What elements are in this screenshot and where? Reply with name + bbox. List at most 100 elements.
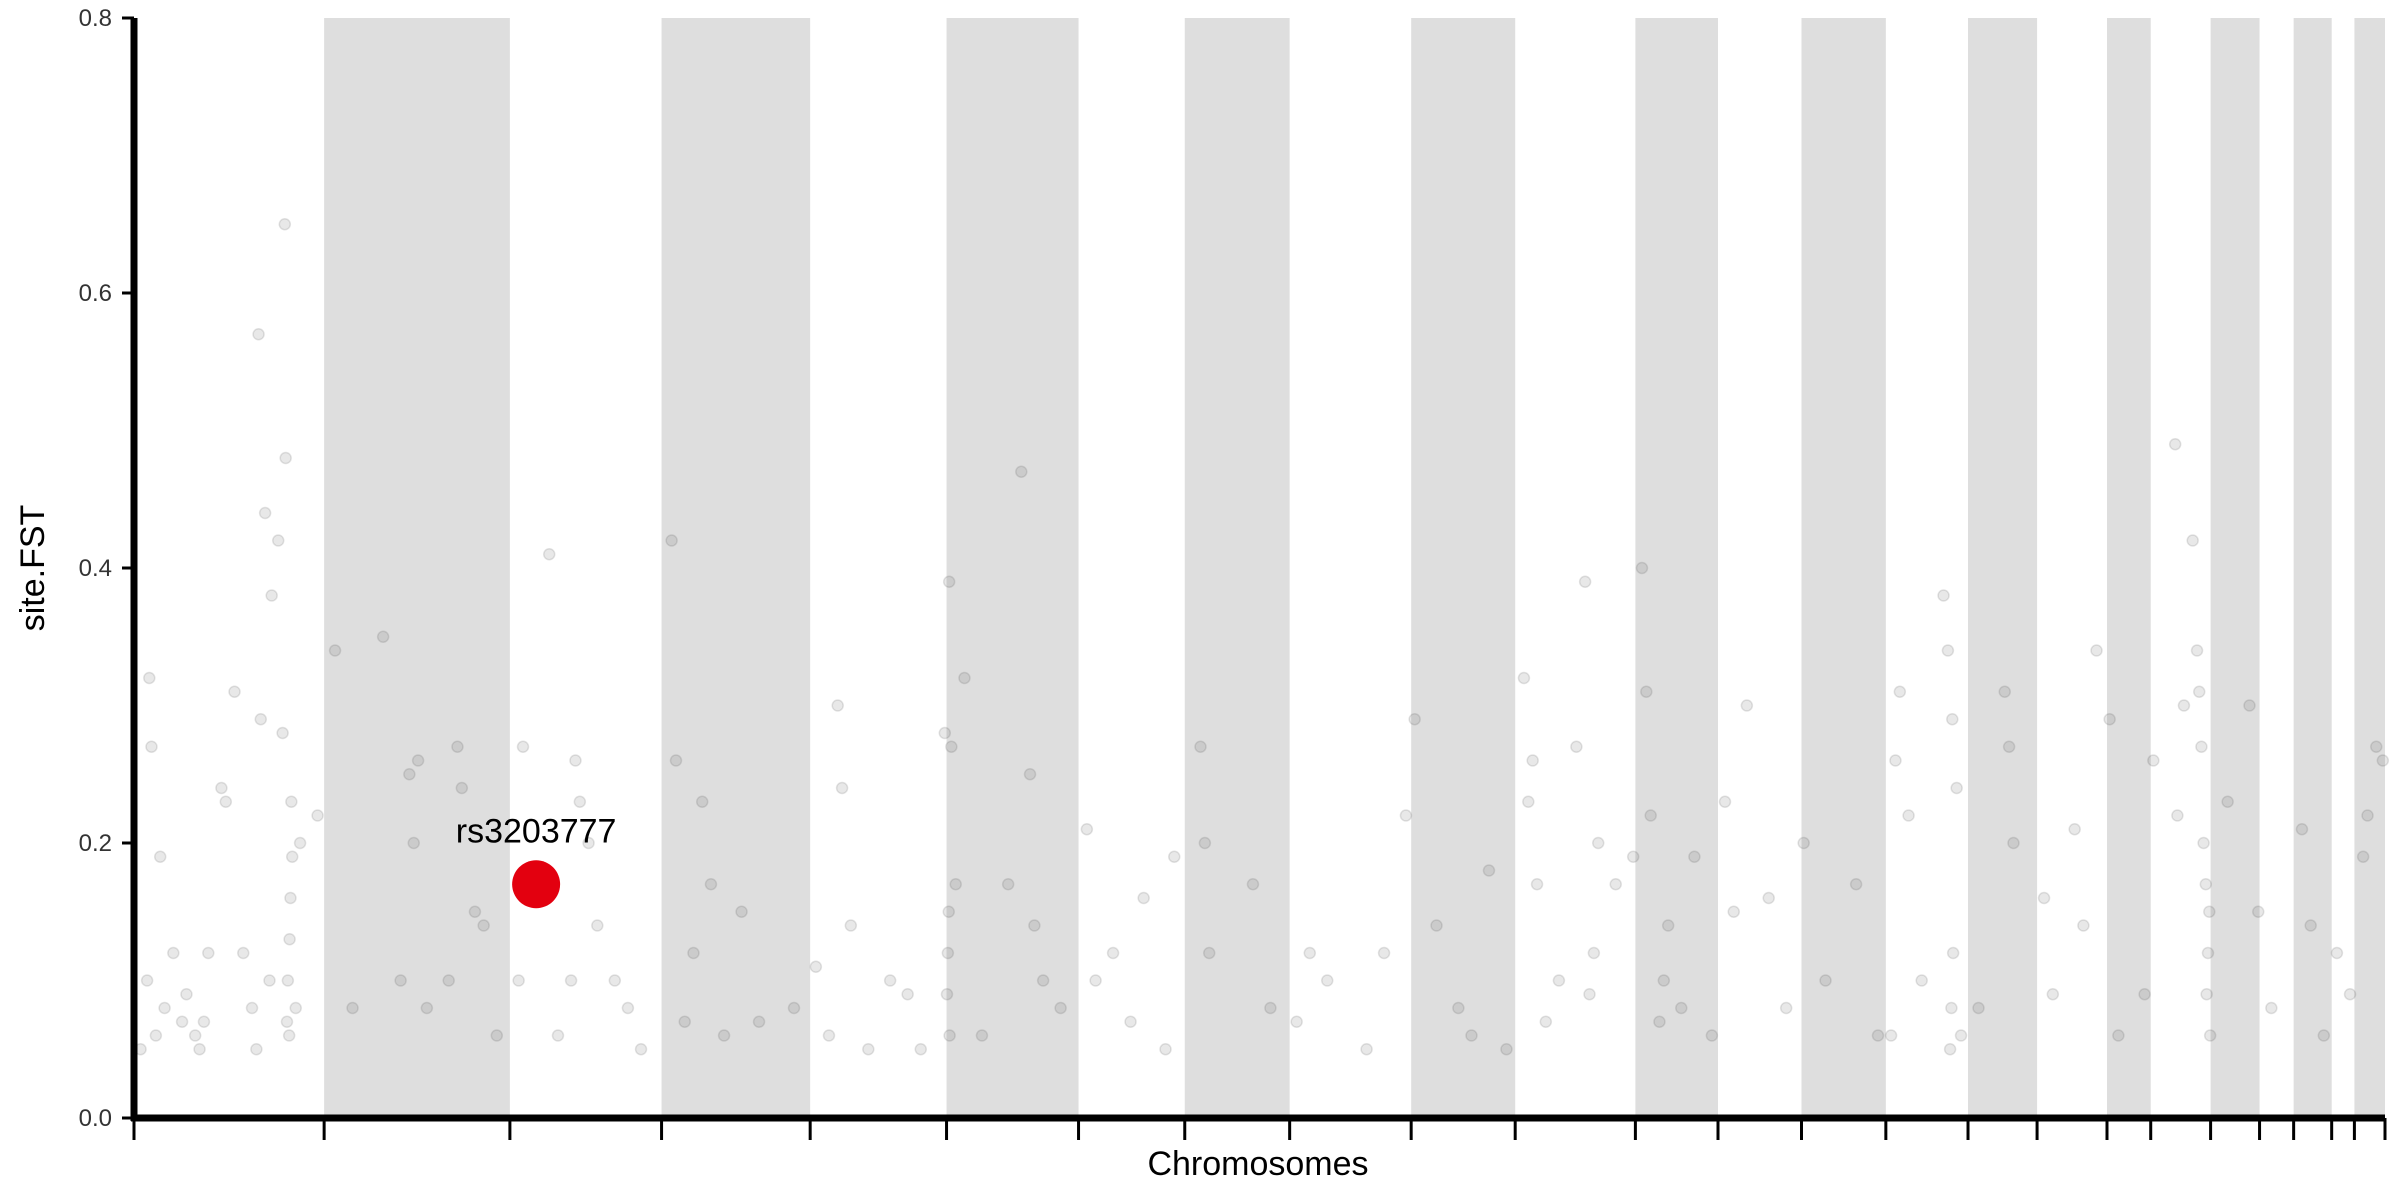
snp-point — [787, 1001, 801, 1015]
snp-point — [1946, 713, 1959, 726]
snp-point — [1106, 946, 1120, 960]
snp-point — [1500, 1043, 1513, 1056]
snp-point — [1001, 878, 1015, 891]
snp-point — [2168, 438, 2182, 451]
snp-point — [1198, 836, 1212, 850]
snp-point — [1539, 1015, 1553, 1028]
snp-point — [2317, 1029, 2331, 1042]
snp-point — [1998, 685, 2011, 698]
snp-point — [468, 905, 482, 918]
chromosome-band-18 — [2107, 18, 2151, 1118]
chromosome-band-24 — [2354, 18, 2385, 1118]
snp-point — [145, 740, 158, 753]
snp-point — [158, 1001, 171, 1015]
snp-point — [2251, 905, 2265, 918]
snp-point — [949, 878, 962, 891]
snp-point — [1583, 988, 1596, 1001]
chromosome-band-20 — [2210, 18, 2260, 1118]
snp-point — [573, 795, 587, 808]
snp-point — [2171, 809, 2184, 822]
snp-point — [1797, 836, 1810, 850]
snp-point — [1779, 1001, 1793, 1015]
snp-point — [2376, 754, 2390, 767]
snp-point — [942, 905, 955, 918]
snp-point — [276, 726, 289, 740]
snp-point — [1635, 561, 1649, 575]
chromosome-band-22 — [2293, 18, 2332, 1118]
snp-point — [193, 1043, 206, 1056]
snp-point — [564, 974, 578, 987]
snp-point — [1915, 974, 1928, 987]
snp-point — [284, 891, 297, 905]
chromosome-band-16 — [1968, 18, 2038, 1118]
snp-point — [328, 644, 342, 657]
snp-point — [1054, 1001, 1067, 1015]
snp-point — [283, 933, 296, 946]
snp-point — [2203, 905, 2216, 918]
snp-point — [1202, 946, 1216, 960]
x-ticks — [132, 1118, 2387, 1140]
snp-point — [1530, 878, 1544, 891]
snp-point — [669, 754, 683, 767]
y-tick-label: 0.6 — [79, 280, 112, 307]
snp-point — [2046, 988, 2060, 1001]
snp-point — [1688, 850, 1701, 863]
snp-point — [250, 1043, 263, 1056]
snp-point — [2192, 685, 2206, 698]
snp-point — [1399, 809, 1413, 822]
snp-point — [2103, 713, 2116, 726]
snp-point — [346, 1001, 359, 1015]
snp-point — [271, 534, 285, 547]
snp-point — [2147, 754, 2160, 767]
snp-point — [1889, 754, 1902, 767]
snp-point — [1943, 1043, 1957, 1056]
snp-point — [2361, 809, 2374, 822]
snp-point — [1849, 878, 1863, 891]
chromosome-band-2 — [324, 18, 510, 1118]
snp-point — [1023, 768, 1037, 781]
snp-point — [280, 1015, 294, 1028]
snp-point — [2090, 644, 2103, 657]
snp-point — [1819, 974, 1832, 987]
snp-point — [941, 946, 955, 960]
snp-point — [281, 974, 295, 987]
snp-point — [245, 1001, 259, 1015]
snp-point — [263, 974, 276, 987]
snp-point — [1526, 754, 1539, 767]
snp-point — [180, 988, 193, 1001]
snp-point — [1482, 864, 1496, 877]
chromosome-bands — [324, 18, 2385, 1118]
highlight-label: rs3203777 — [456, 812, 617, 850]
snp-point — [1303, 946, 1317, 960]
snp-point — [1591, 836, 1605, 850]
snp-point — [1609, 878, 1622, 891]
chromosome-band-4 — [661, 18, 811, 1118]
snp-point — [228, 685, 241, 698]
snp-point — [1884, 1029, 1898, 1042]
snp-point — [2068, 823, 2081, 836]
snp-point — [1517, 671, 1531, 685]
snp-point — [1159, 1043, 1172, 1056]
snp-point — [2037, 891, 2051, 905]
snp-point — [2002, 740, 2016, 753]
snp-point — [2265, 1001, 2278, 1015]
snp-point — [621, 1001, 635, 1015]
snp-point — [1972, 1001, 1985, 1015]
snp-point — [1640, 685, 1653, 698]
snp-point — [188, 1029, 202, 1042]
snp-point — [634, 1043, 648, 1056]
snp-point — [237, 946, 250, 960]
snp-point — [202, 946, 215, 960]
snp-point — [2197, 836, 2210, 850]
snp-point — [695, 795, 709, 808]
snp-point — [1902, 809, 1915, 822]
snp-point — [608, 974, 622, 987]
snp-point — [512, 974, 525, 987]
snp-point — [1675, 1001, 1688, 1015]
snp-point — [442, 974, 455, 987]
snp-point — [394, 974, 407, 987]
snp-point — [1522, 795, 1535, 808]
snp-point — [901, 988, 914, 1001]
snp-point — [591, 919, 604, 932]
